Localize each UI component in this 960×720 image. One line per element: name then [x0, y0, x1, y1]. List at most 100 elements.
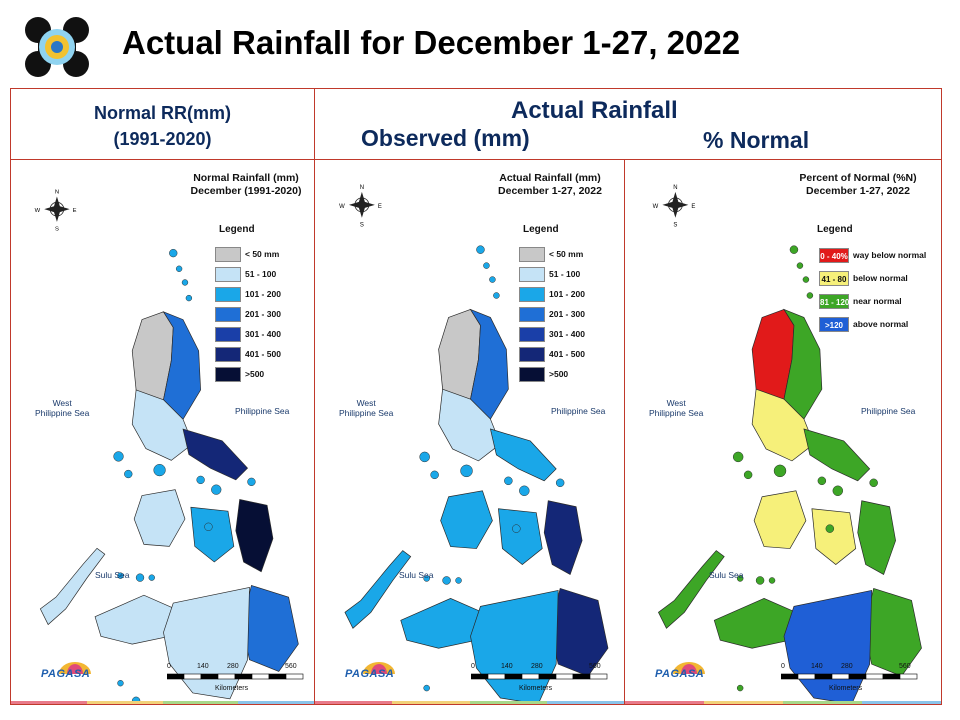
legend-title: Legend [523, 224, 559, 235]
legend-item: >120 above normal [819, 317, 908, 332]
header-actual-box: Actual Rainfall Observed (mm) % Normal [314, 88, 942, 160]
map-islet [773, 464, 787, 478]
map-region [344, 550, 412, 629]
map-islet [489, 276, 496, 283]
header-normal-period: (1991-2020) [113, 129, 212, 149]
pagasa-logo-text: PAGASA [345, 668, 395, 680]
scale-tick-label: 0 [781, 663, 785, 670]
legend-swatch [215, 307, 241, 322]
map-islet [869, 478, 878, 488]
sea-label-east: Philippine Sea [551, 406, 606, 416]
legend-label: 301 - 400 [549, 328, 585, 339]
scale-tick-label: 280 [531, 663, 543, 670]
map-islet [736, 684, 744, 692]
legend-swatch: >120 [819, 317, 849, 332]
map-region [438, 388, 501, 462]
header-actual-label: Actual Rainfall [511, 97, 678, 124]
legend-swatch: 81 - 120 [819, 294, 849, 309]
map-islet [423, 575, 430, 582]
map-panel-actual: N S E W Actual Rainfall (mm) December 1-27, 2… [314, 159, 625, 705]
pagasa-logo: PAGASA [17, 660, 97, 690]
legend-item: >500 [519, 367, 568, 382]
map-region [753, 490, 807, 549]
legend-label: 401 - 500 [245, 348, 281, 359]
legend-title: Legend [219, 224, 255, 235]
map-title-line2: December 1-27, 2022 [498, 185, 602, 197]
map-region [751, 388, 815, 462]
map-islet [493, 292, 500, 299]
legend-swatch [519, 287, 545, 302]
legend-swatch [519, 327, 545, 342]
umbrella-icon [363, 662, 395, 674]
sea-label-west: West Philippine Sea [35, 398, 90, 418]
map-islet [806, 292, 814, 299]
compass-rose-icon: N S E W [35, 190, 77, 233]
legend-swatch [519, 247, 545, 262]
legend-swatch: 41 - 80 [819, 271, 849, 286]
map-region [713, 598, 797, 649]
map-islet [483, 262, 490, 269]
scale-tick-label: 280 [841, 663, 853, 670]
map-islet [423, 684, 430, 692]
legend-label: >500 [549, 368, 569, 379]
map-islet [117, 680, 124, 687]
philippines-map: N S E W [339, 185, 609, 704]
map-islet [825, 524, 835, 533]
map-islet [512, 524, 521, 533]
umbrella-icon [59, 662, 91, 674]
legend-item: >500 [215, 367, 264, 382]
umbrella-icon [673, 662, 705, 674]
map-islet [555, 478, 565, 488]
legend-swatch [215, 327, 241, 342]
legend-label: < 50 mm [549, 248, 584, 259]
legend-item: 201 - 300 [519, 307, 585, 322]
legend-swatch: 0 - 40% [819, 248, 849, 263]
map-islet [442, 576, 451, 585]
map-islet [460, 464, 473, 478]
pagasa-seal-icon [25, 17, 89, 77]
map-region [94, 594, 176, 645]
scale-bar [781, 673, 918, 680]
map-islet [768, 577, 776, 584]
map-title-line2: December (1991-2020) [190, 185, 302, 197]
scale-tick-label: 560 [285, 663, 297, 670]
map-region [241, 585, 299, 672]
legend-item: 301 - 400 [215, 327, 281, 342]
slide-title: Actual Rainfall for December 1-27, 2022 [122, 24, 741, 61]
color-strip [315, 701, 624, 704]
map-title: Actual Rainfall (mm) December 1-27, 2022 [485, 172, 615, 198]
map-islet [211, 484, 222, 495]
compass-letter: S [55, 227, 59, 233]
map-islet [755, 576, 765, 585]
map-islet [153, 464, 166, 477]
legend-label: 201 - 300 [245, 308, 281, 319]
map-region [133, 489, 186, 547]
map-region [811, 508, 857, 565]
legend-swatch [519, 347, 545, 362]
map-title-line1: Normal Rainfall (mm) [193, 172, 299, 184]
map-region [440, 490, 493, 549]
compass-letter: E [73, 208, 77, 214]
compass-letter: W [653, 204, 659, 210]
legend-label: above normal [853, 318, 909, 329]
map-region [190, 506, 235, 563]
legend-swatch [215, 287, 241, 302]
legend-swatch [215, 367, 241, 382]
legend-item: < 50 mm [519, 247, 583, 262]
map-islet [117, 572, 124, 579]
map-region [235, 499, 274, 573]
map-islet [476, 245, 485, 254]
map-islet [802, 276, 810, 283]
header-normal-box: Normal RR(mm) (1991-2020) [10, 88, 315, 160]
legend-item: 51 - 100 [215, 267, 276, 282]
compass-letter: S [673, 223, 677, 229]
legend-title: Legend [817, 224, 853, 235]
legend-label: below normal [853, 272, 908, 283]
header-observed-label: Observed (mm) [361, 125, 530, 151]
legend-swatch [215, 247, 241, 262]
scale-tick-label: 0 [471, 663, 475, 670]
scale-tick-label: 140 [501, 663, 513, 670]
map-islet [113, 451, 124, 462]
map-islet [519, 485, 530, 497]
map-islet [204, 522, 213, 531]
